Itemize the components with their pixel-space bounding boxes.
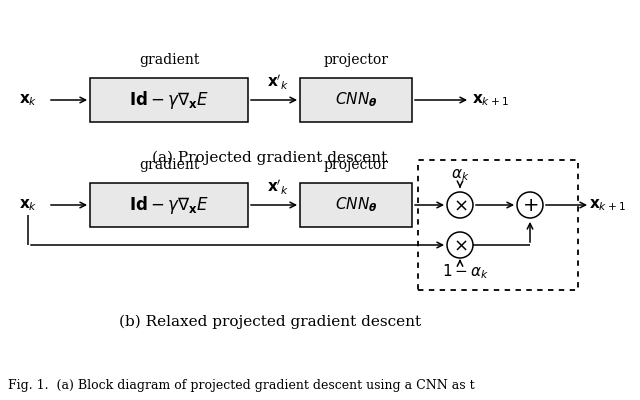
Text: $1 - \alpha_k$: $1 - \alpha_k$ [442, 263, 488, 281]
Bar [300, 183, 412, 227]
Text: $\mathbf{x}'_k$: $\mathbf{x}'_k$ [267, 177, 289, 197]
Circle shape [447, 232, 473, 258]
Bar [90, 78, 248, 122]
Text: (a) Projected gradient descent: (a) Projected gradient descent [152, 151, 388, 165]
Text: $\mathbf{Id} - \gamma\nabla_{\mathbf{x}}E$: $\mathbf{Id} - \gamma\nabla_{\mathbf{x}}… [129, 194, 209, 216]
Text: $\times$: $\times$ [452, 237, 467, 255]
Bar [300, 78, 412, 122]
Text: $\mathbf{Id} - \gamma\nabla_{\mathbf{x}}E$: $\mathbf{Id} - \gamma\nabla_{\mathbf{x}}… [129, 89, 209, 111]
Text: $\mathbf{x}_{k+1}$: $\mathbf{x}_{k+1}$ [589, 197, 625, 213]
Bar [418, 160, 578, 290]
Text: $\alpha_k$: $\alpha_k$ [451, 167, 469, 183]
Text: gradient: gradient [139, 158, 199, 172]
Text: $+$: $+$ [522, 197, 538, 215]
Text: projector: projector [323, 53, 388, 67]
Circle shape [517, 192, 543, 218]
Text: $\mathbf{x}_k$: $\mathbf{x}_k$ [19, 92, 37, 108]
Text: gradient: gradient [139, 53, 199, 67]
Text: (b) Relaxed projected gradient descent: (b) Relaxed projected gradient descent [119, 315, 421, 329]
Text: $CNN_{\boldsymbol{\theta}}$: $CNN_{\boldsymbol{\theta}}$ [335, 91, 377, 109]
Text: $CNN_{\boldsymbol{\theta}}$: $CNN_{\boldsymbol{\theta}}$ [335, 196, 377, 214]
Text: $\mathbf{x}'_k$: $\mathbf{x}'_k$ [267, 72, 289, 92]
Text: Fig. 1.  (a) Block diagram of projected gradient descent using a CNN as t: Fig. 1. (a) Block diagram of projected g… [8, 378, 475, 392]
Circle shape [447, 192, 473, 218]
Text: $\mathbf{x}_{k+1}$: $\mathbf{x}_{k+1}$ [472, 92, 509, 108]
Text: projector: projector [323, 158, 388, 172]
Bar [90, 183, 248, 227]
Text: $\mathbf{x}_k$: $\mathbf{x}_k$ [19, 197, 37, 213]
Text: $\times$: $\times$ [452, 197, 467, 215]
